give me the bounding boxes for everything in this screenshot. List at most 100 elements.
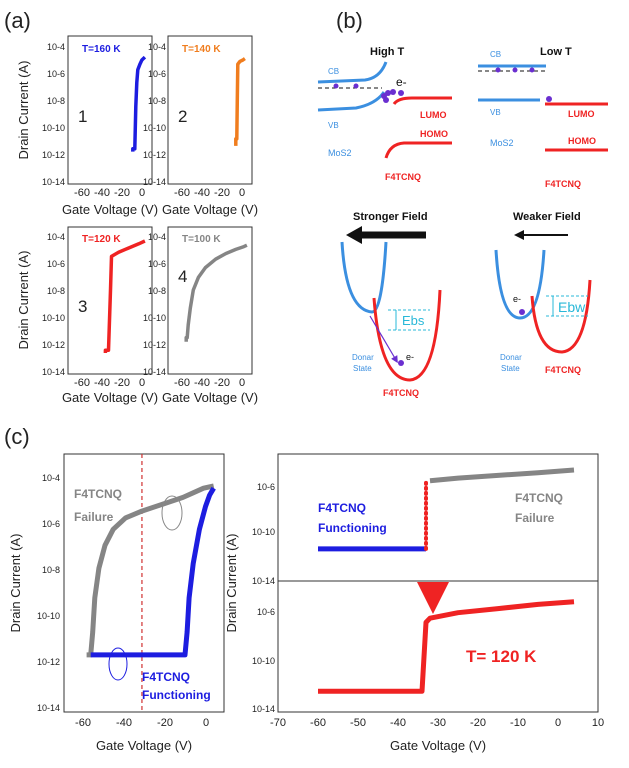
- xtick: -70: [270, 717, 286, 729]
- ytick: 10-8: [148, 96, 166, 106]
- a-xlabel-3: Gate Voltage (V): [62, 390, 158, 405]
- b-acceptor-well-right: [530, 279, 592, 354]
- ytick: 10-12: [143, 340, 166, 350]
- b-donor-label-r1: Donar: [500, 353, 522, 362]
- b-barrier-label-left: Ebs: [402, 313, 425, 328]
- ytick: 10-14: [42, 177, 65, 187]
- b-mos2-label: MoS2: [328, 148, 352, 158]
- subplot-frame-1: [67, 35, 153, 185]
- b-vb-label-right: VB: [490, 108, 501, 117]
- b-weaker-field-title: Weaker Field: [513, 211, 581, 223]
- a1-title: T=160 K: [82, 44, 121, 55]
- ytick: 10-4: [148, 232, 166, 242]
- c-right-xlabel: Gate Voltage (V): [390, 738, 486, 753]
- ytick: 10-10: [252, 656, 275, 666]
- xtick: -60: [310, 717, 326, 729]
- b-donor-well-left: [340, 241, 388, 314]
- ytick: 10-10: [252, 527, 275, 537]
- c-left-failure-label-1: F4TCNQ: [74, 487, 122, 501]
- b-cb-label: CB: [328, 67, 339, 76]
- xtick: -60: [74, 377, 90, 389]
- a4-title: T=100 K: [182, 234, 221, 245]
- b-homo-label-right: HOMO: [568, 136, 596, 146]
- b-donor-label-1: Donar: [352, 353, 374, 362]
- c-left-functioning-label-1: F4TCNQ: [142, 670, 190, 684]
- b-donor-well-right: [494, 249, 546, 320]
- b-electron-dot: [398, 360, 404, 366]
- a4-number: 4: [178, 267, 187, 286]
- c-left-failure-label-2: Failure: [74, 510, 114, 524]
- ytick: 10-6: [148, 69, 166, 79]
- c-left-ylabel: Drain Current (A): [8, 534, 23, 633]
- c-right-failure-label-2: Failure: [515, 511, 555, 525]
- a1-number: 1: [78, 107, 87, 126]
- ytick: 10-4: [47, 232, 65, 242]
- b-electron-dot: [519, 309, 525, 315]
- b-electron-dot: [333, 83, 339, 89]
- b-stronger-field-title: Stronger Field: [353, 211, 428, 223]
- xtick: -60: [174, 377, 190, 389]
- b-electron-dot: [546, 96, 552, 102]
- a-ylabel-top: Drain Current (A): [16, 61, 31, 160]
- b-electron-dot: [353, 83, 359, 89]
- ytick: 10-10: [42, 313, 65, 323]
- xtick: -10: [510, 717, 526, 729]
- ytick: 10-4: [42, 473, 60, 483]
- ytick: 10-14: [143, 177, 166, 187]
- b-electron-dot: [495, 67, 501, 73]
- panel-label-b: (b): [336, 8, 363, 33]
- a2-number: 2: [178, 107, 187, 126]
- b-vb-band: [317, 91, 386, 112]
- panel-a: 10-4 10-6 10-8 10-10 10-12 10-14 10-4 10…: [16, 35, 258, 405]
- b-strong-field-arrowhead: [346, 226, 362, 244]
- b-weak-field-arrowhead: [514, 230, 524, 240]
- b-electron-dot: [383, 97, 389, 103]
- b-f4tcnq-label: F4TCNQ: [385, 172, 421, 182]
- c-left-failure-ellipse: [161, 495, 183, 531]
- a4-transfer-curve: [184, 243, 248, 342]
- subplot-frame-4: [167, 226, 253, 375]
- ytick: 10-14: [252, 704, 275, 714]
- ytick: 10-6: [257, 482, 275, 492]
- ytick: 10-6: [47, 259, 65, 269]
- a1-transfer-curve: [131, 55, 147, 152]
- c-right-frame: [277, 453, 599, 713]
- a3-number: 3: [78, 297, 87, 316]
- xtick: -40: [194, 187, 210, 199]
- panel-c-left: 10-4 10-6 10-8 10-10 10-12 10-14 -60 -40…: [8, 453, 225, 753]
- xtick: -20: [157, 717, 173, 729]
- c-left-xlabel: Gate Voltage (V): [96, 738, 192, 753]
- b-vb-label: VB: [328, 121, 339, 130]
- b-low-t-title: Low T: [540, 46, 572, 58]
- c-left-xticks: -60 -40 -20 0: [75, 717, 209, 729]
- b-homo-label: HOMO: [420, 129, 448, 139]
- a-bottom-yticks-2: 10-4 10-6 10-8 10-10 10-12 10-14: [143, 232, 166, 377]
- b-electron-dot: [398, 90, 404, 96]
- c-left-functioning-ellipse: [108, 647, 128, 681]
- panel-b: High T CB VB e- LUMO HOMO MoS2 F4TCNQ Lo…: [317, 46, 608, 398]
- xtick: 0: [139, 187, 145, 199]
- a3-title: T=120 K: [82, 234, 121, 245]
- ytick: 10-14: [143, 367, 166, 377]
- b-barrier-label-right: Ebw: [558, 299, 586, 315]
- ytick: 10-4: [47, 42, 65, 52]
- b-lumo-label: LUMO: [420, 110, 447, 120]
- b-electron-dot: [390, 89, 396, 95]
- xtick: -20: [114, 377, 130, 389]
- ytick: 10-8: [47, 286, 65, 296]
- xtick: -20: [470, 717, 486, 729]
- ytick: 10-4: [148, 42, 166, 52]
- c-left-functioning-label-2: Functioning: [142, 688, 211, 702]
- b-electron-dot: [385, 90, 391, 96]
- c-right-ylabel: Drain Current (A): [224, 534, 239, 633]
- xtick: -50: [350, 717, 366, 729]
- subplot-frame-2: [167, 35, 253, 185]
- b-lumo-label-right: LUMO: [568, 109, 595, 119]
- b-cb-label-right: CB: [490, 50, 501, 59]
- b-electron-label-bl: e-: [406, 352, 414, 362]
- xtick: 0: [239, 187, 245, 199]
- xtick: 10: [592, 717, 604, 729]
- panel-c-right: 10-6 10-10 10-14 10-6 10-10 10-14 -70 -60…: [224, 453, 604, 753]
